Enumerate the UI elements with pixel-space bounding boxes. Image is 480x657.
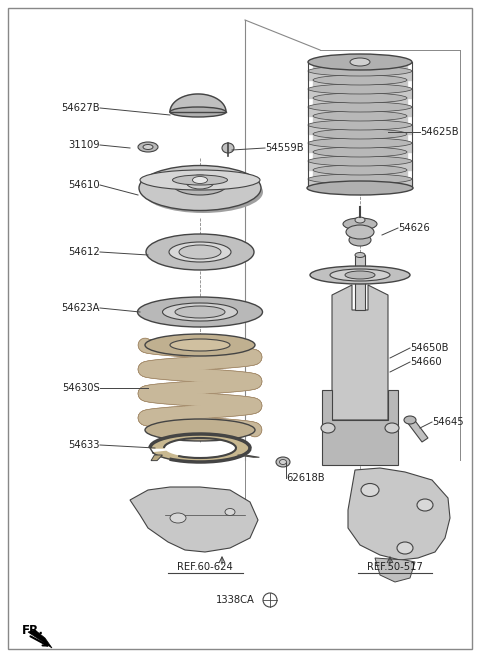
Ellipse shape	[276, 457, 290, 467]
Polygon shape	[151, 455, 162, 461]
Ellipse shape	[138, 142, 158, 152]
Ellipse shape	[313, 75, 407, 85]
Polygon shape	[348, 468, 450, 560]
Ellipse shape	[310, 266, 410, 284]
Ellipse shape	[350, 58, 370, 66]
Ellipse shape	[179, 245, 221, 259]
Ellipse shape	[313, 129, 407, 139]
Ellipse shape	[308, 102, 412, 112]
Ellipse shape	[313, 111, 407, 121]
Ellipse shape	[172, 173, 228, 195]
Ellipse shape	[279, 459, 287, 464]
Text: 54610: 54610	[68, 180, 100, 190]
Text: 31109: 31109	[68, 140, 100, 150]
Polygon shape	[313, 134, 407, 143]
Ellipse shape	[397, 542, 413, 554]
Polygon shape	[313, 62, 407, 71]
Polygon shape	[130, 487, 258, 552]
Ellipse shape	[308, 66, 412, 76]
Polygon shape	[313, 152, 407, 161]
Ellipse shape	[140, 170, 260, 190]
Ellipse shape	[137, 297, 263, 327]
Ellipse shape	[385, 423, 399, 433]
Ellipse shape	[346, 225, 374, 239]
Ellipse shape	[192, 177, 207, 183]
Ellipse shape	[313, 93, 407, 103]
Ellipse shape	[313, 147, 407, 157]
Ellipse shape	[308, 84, 412, 94]
Ellipse shape	[313, 57, 407, 67]
Text: REF.60-624: REF.60-624	[177, 562, 233, 572]
Text: 54627B: 54627B	[61, 103, 100, 113]
Polygon shape	[308, 161, 412, 170]
Ellipse shape	[345, 271, 375, 279]
Ellipse shape	[313, 165, 407, 175]
Text: 54645: 54645	[432, 417, 464, 427]
Ellipse shape	[172, 175, 228, 185]
Text: 54650B: 54650B	[410, 343, 448, 353]
Text: 54630S: 54630S	[62, 383, 100, 393]
Polygon shape	[313, 98, 407, 107]
Ellipse shape	[308, 156, 412, 166]
Ellipse shape	[349, 234, 371, 246]
Text: 54660: 54660	[410, 357, 442, 367]
Polygon shape	[332, 285, 388, 420]
Text: 54633: 54633	[69, 440, 100, 450]
Ellipse shape	[355, 217, 365, 223]
Ellipse shape	[170, 513, 186, 523]
Polygon shape	[308, 179, 412, 188]
Ellipse shape	[308, 54, 412, 70]
Polygon shape	[308, 107, 412, 116]
Polygon shape	[28, 630, 52, 648]
Ellipse shape	[308, 174, 412, 184]
Ellipse shape	[163, 303, 238, 321]
Ellipse shape	[170, 339, 230, 351]
Ellipse shape	[355, 252, 365, 258]
Ellipse shape	[330, 269, 390, 281]
Ellipse shape	[308, 138, 412, 148]
Polygon shape	[308, 125, 412, 134]
Polygon shape	[313, 170, 407, 179]
Ellipse shape	[143, 145, 153, 150]
Polygon shape	[308, 89, 412, 98]
Text: 1338CA: 1338CA	[216, 595, 255, 605]
Ellipse shape	[175, 306, 225, 318]
Ellipse shape	[308, 120, 412, 130]
Ellipse shape	[404, 416, 416, 424]
Ellipse shape	[143, 171, 263, 213]
Ellipse shape	[321, 423, 335, 433]
Ellipse shape	[139, 166, 261, 210]
Polygon shape	[407, 418, 428, 442]
Ellipse shape	[146, 234, 254, 270]
Ellipse shape	[361, 484, 379, 497]
Polygon shape	[238, 455, 259, 457]
Ellipse shape	[417, 499, 433, 511]
Polygon shape	[308, 71, 412, 80]
Ellipse shape	[307, 181, 413, 195]
Ellipse shape	[145, 334, 255, 356]
Polygon shape	[150, 434, 250, 462]
Ellipse shape	[170, 107, 226, 117]
Ellipse shape	[145, 419, 255, 441]
Text: 54559B: 54559B	[265, 143, 304, 153]
Text: REF.50-517: REF.50-517	[367, 562, 423, 572]
Text: 54612: 54612	[68, 247, 100, 257]
Text: 62618B: 62618B	[286, 473, 324, 483]
Ellipse shape	[169, 242, 231, 262]
Polygon shape	[313, 116, 407, 125]
Text: 54625B: 54625B	[420, 127, 458, 137]
Polygon shape	[308, 143, 412, 152]
Bar	[355, 255, 365, 310]
Polygon shape	[375, 558, 415, 582]
Text: 54623A: 54623A	[61, 303, 100, 313]
Polygon shape	[322, 390, 398, 465]
Ellipse shape	[186, 175, 214, 189]
Polygon shape	[170, 94, 226, 112]
Text: 54626: 54626	[398, 223, 430, 233]
Text: FR.: FR.	[22, 623, 44, 637]
Ellipse shape	[343, 218, 377, 230]
Polygon shape	[313, 80, 407, 89]
Ellipse shape	[225, 509, 235, 516]
Ellipse shape	[222, 143, 234, 153]
